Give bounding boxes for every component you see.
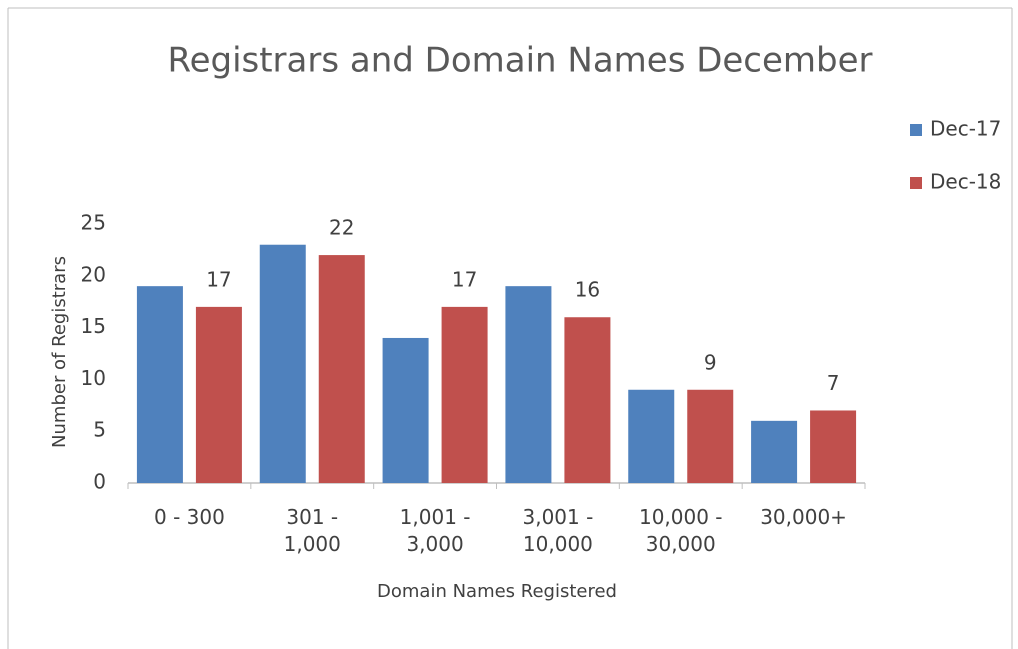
bar (136, 286, 183, 483)
chart-title: Registrars and Domain Names December (167, 41, 872, 81)
bar (195, 306, 242, 483)
data-label: 17 (452, 267, 477, 291)
y-tick-label: 25 (81, 211, 106, 235)
x-tick-label: 1,001 - 3,000 (399, 505, 471, 556)
y-tick-label: 15 (81, 314, 106, 338)
data-label: 7 (827, 371, 840, 395)
legend-label: Dec-18 (930, 170, 1001, 194)
bar (505, 286, 552, 483)
bar (810, 410, 857, 483)
x-tick-label: 10,000 - 30,000 (638, 505, 723, 556)
x-axis-title: Domain Names Registered (377, 581, 617, 602)
bar (318, 255, 365, 483)
x-tick-label: 301 - 1,000 (283, 505, 341, 556)
bar (564, 317, 611, 483)
bar (259, 244, 306, 483)
y-axis-title: Number of Registrars (49, 256, 70, 448)
data-label: 22 (329, 216, 354, 240)
y-tick-label: 5 (93, 418, 106, 442)
bar (687, 389, 734, 483)
legend-label: Dec-17 (930, 117, 1001, 141)
x-tick-label: 3,001 - 10,000 (522, 505, 594, 556)
bar (441, 306, 488, 483)
bar (628, 389, 675, 483)
y-tick-label: 20 (81, 262, 106, 286)
y-tick-label: 0 (93, 470, 106, 494)
bar (751, 420, 798, 483)
data-label: 16 (575, 278, 600, 302)
legend-swatch (910, 124, 922, 136)
x-tick-label: 0 - 300 (153, 505, 225, 529)
y-tick-label: 10 (81, 366, 106, 390)
legend-swatch (910, 177, 922, 189)
data-label: 17 (206, 267, 231, 291)
x-tick-label: 30,000+ (760, 505, 847, 529)
data-label: 9 (704, 350, 717, 374)
bar (382, 337, 429, 483)
